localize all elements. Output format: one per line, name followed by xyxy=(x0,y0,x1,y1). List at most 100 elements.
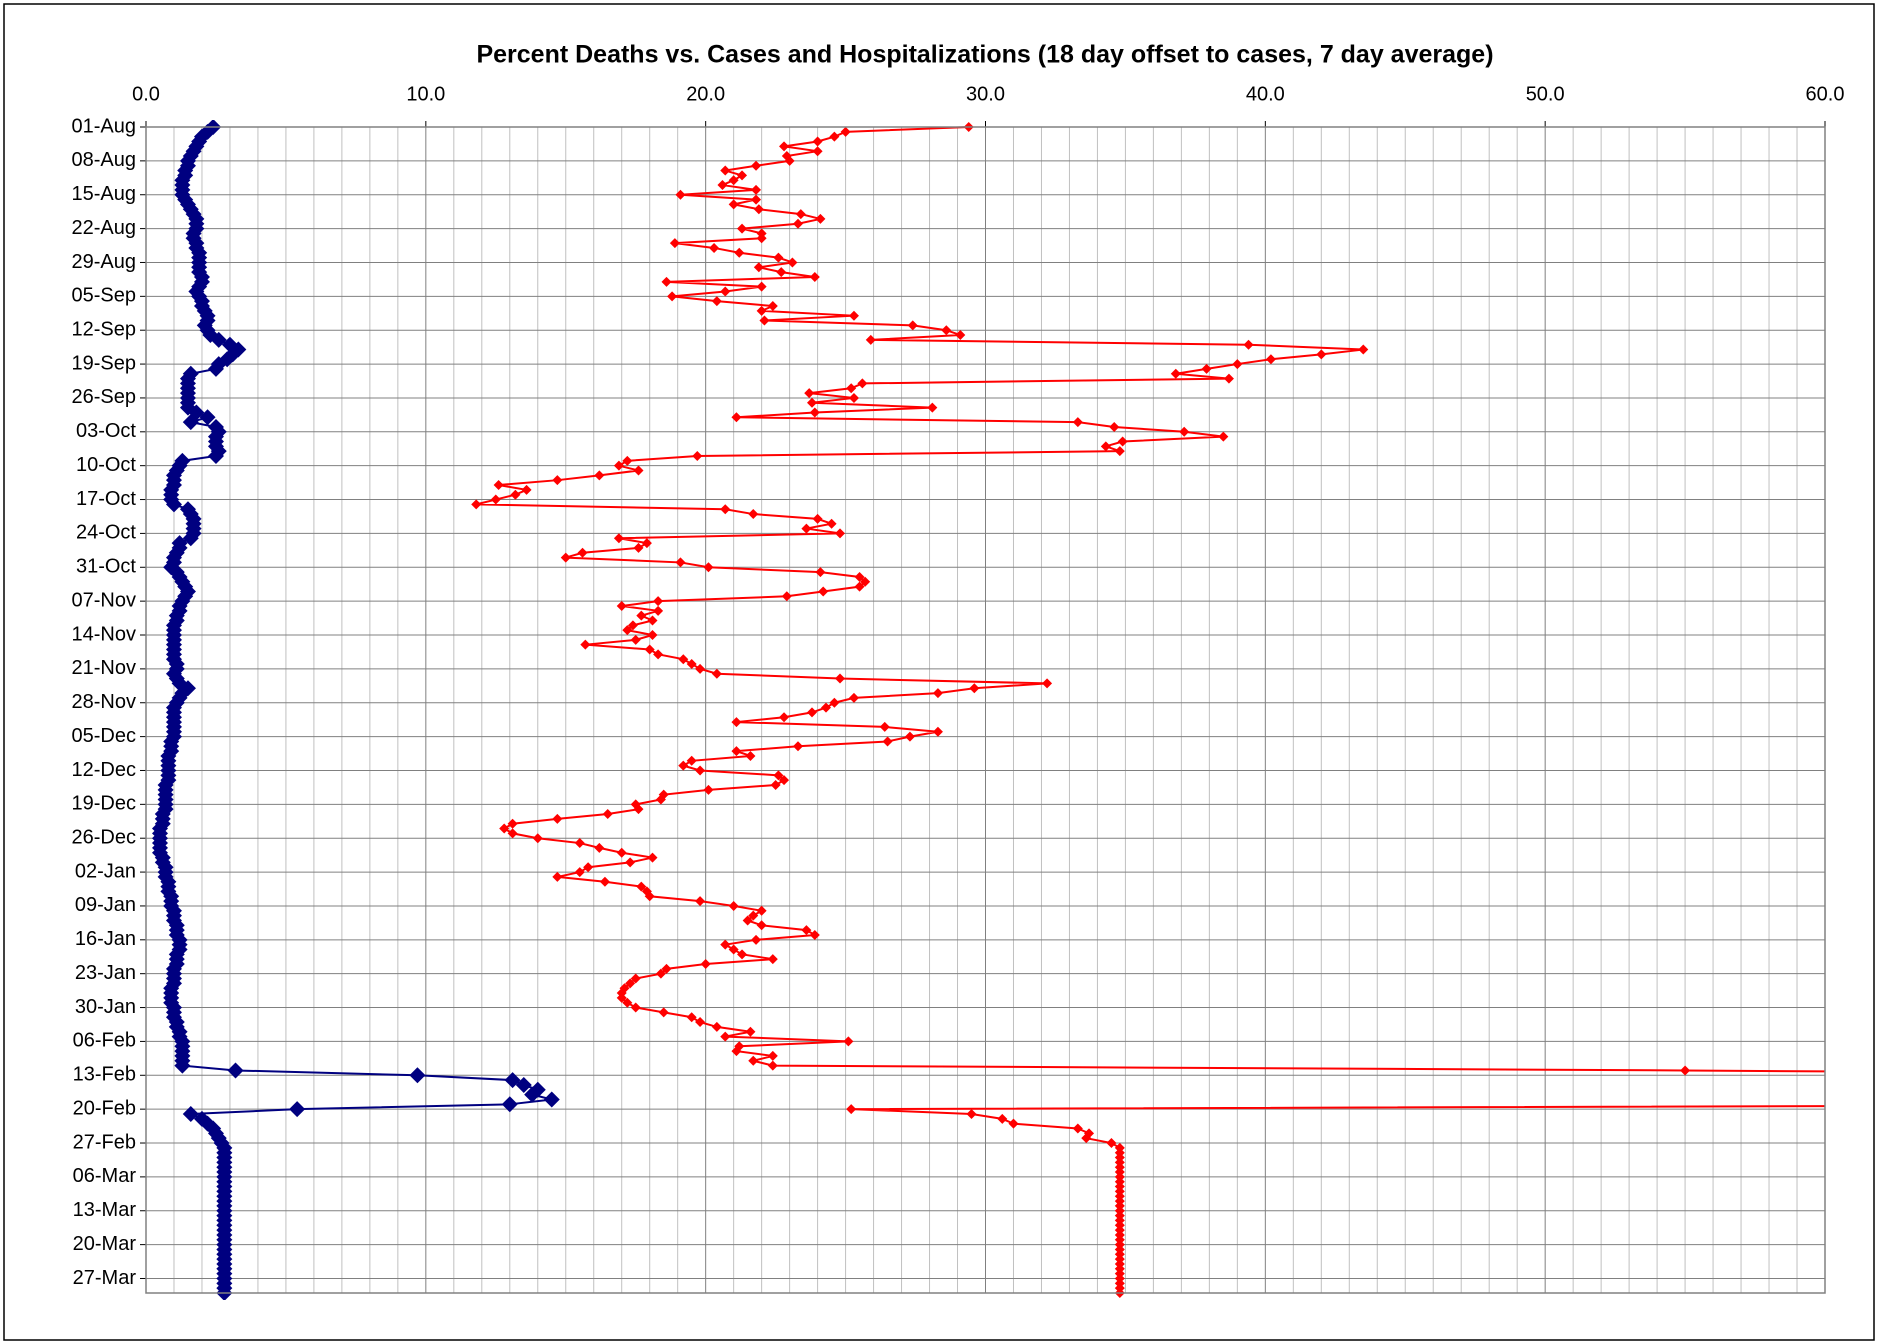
data-point xyxy=(907,320,918,331)
data-point xyxy=(807,397,818,408)
data-point xyxy=(809,929,820,940)
data-point xyxy=(820,702,831,713)
chart-border xyxy=(3,3,1875,1341)
data-point xyxy=(644,891,655,902)
x-tick-label: 40.0 xyxy=(1246,83,1285,105)
series-line xyxy=(475,126,1825,1293)
data-point xyxy=(658,1007,669,1018)
data-point xyxy=(860,576,871,587)
data-point xyxy=(834,528,845,539)
data-point xyxy=(846,383,857,394)
y-tick-label: 05-Sep xyxy=(72,285,137,307)
data-point xyxy=(695,663,706,674)
data-point xyxy=(655,968,666,979)
data-point xyxy=(501,1096,518,1113)
data-point xyxy=(686,659,697,670)
data-point xyxy=(504,1072,521,1089)
y-tick-label: 23-Jan xyxy=(75,962,136,984)
data-point xyxy=(532,833,543,844)
y-tick-label: 20-Mar xyxy=(73,1233,137,1255)
data-point xyxy=(728,199,739,210)
data-point xyxy=(737,223,748,234)
data-point xyxy=(840,126,851,137)
data-point xyxy=(1232,359,1243,370)
data-point xyxy=(829,131,840,142)
data-point xyxy=(904,731,915,742)
y-tick-label: 07-Nov xyxy=(72,589,136,611)
data-point xyxy=(1109,421,1120,432)
x-tick-label: 10.0 xyxy=(406,83,445,105)
data-point xyxy=(678,654,689,665)
data-point xyxy=(812,136,823,147)
plot-area xyxy=(151,120,1825,1300)
data-point xyxy=(207,447,224,464)
data-point xyxy=(720,504,731,515)
data-point xyxy=(941,325,952,336)
data-point xyxy=(602,809,613,820)
data-point xyxy=(182,530,199,547)
data-point xyxy=(625,978,636,989)
data-point xyxy=(784,155,795,166)
data-point xyxy=(653,596,664,607)
data-point xyxy=(641,538,652,549)
data-point xyxy=(1081,1133,1092,1144)
grid xyxy=(145,126,1826,1293)
data-point xyxy=(745,750,756,761)
data-point xyxy=(703,562,714,573)
y-tick-label: 13-Mar xyxy=(73,1199,137,1221)
data-point xyxy=(779,712,790,723)
data-point xyxy=(574,838,585,849)
data-point xyxy=(521,484,532,495)
data-point xyxy=(966,1108,977,1119)
data-point xyxy=(1358,344,1369,355)
data-point xyxy=(751,160,762,171)
data-point xyxy=(1072,1123,1083,1134)
data-point xyxy=(795,209,806,220)
data-point xyxy=(711,296,722,307)
data-point xyxy=(507,828,518,839)
data-point xyxy=(731,412,742,423)
x-tick-label: 20.0 xyxy=(686,83,725,105)
data-point xyxy=(932,688,943,699)
y-tick-label: 31-Oct xyxy=(76,556,136,578)
x-tick-label: 60.0 xyxy=(1806,83,1845,105)
data-point xyxy=(1106,1138,1117,1149)
data-point xyxy=(174,1057,191,1074)
data-point xyxy=(751,934,762,945)
data-point xyxy=(622,455,633,466)
data-point xyxy=(1114,446,1125,457)
x-tick-label: 50.0 xyxy=(1526,83,1565,105)
data-point xyxy=(210,331,227,348)
data-point xyxy=(616,600,627,611)
data-point xyxy=(622,997,633,1008)
data-point xyxy=(577,547,588,558)
y-tick-label: 21-Nov xyxy=(72,657,136,679)
chart-title: Percent Deaths vs. Cases and Hospitaliza… xyxy=(476,41,1493,69)
data-point xyxy=(865,334,876,345)
data-point xyxy=(756,905,767,916)
data-point xyxy=(801,925,812,936)
data-point xyxy=(728,944,739,955)
data-point xyxy=(1117,436,1128,447)
data-point xyxy=(717,180,728,191)
data-point xyxy=(728,900,739,911)
y-tick-label: 27-Mar xyxy=(73,1267,137,1289)
data-point xyxy=(616,847,627,858)
data-point xyxy=(647,630,658,641)
data-point xyxy=(818,586,829,597)
data-point xyxy=(409,1067,426,1084)
data-point xyxy=(625,857,636,868)
y-tick-label: 03-Oct xyxy=(76,420,136,442)
data-point xyxy=(843,1036,854,1047)
data-point xyxy=(692,450,703,461)
y-tick-label: 05-Dec xyxy=(72,725,136,747)
data-point xyxy=(661,276,672,287)
y-tick-label: 19-Sep xyxy=(72,352,137,374)
data-point xyxy=(655,794,666,805)
data-point xyxy=(1072,417,1083,428)
data-point xyxy=(1243,339,1254,350)
data-point xyxy=(616,992,627,1003)
data-point xyxy=(767,954,778,965)
data-point xyxy=(759,315,770,326)
data-point xyxy=(471,499,482,510)
